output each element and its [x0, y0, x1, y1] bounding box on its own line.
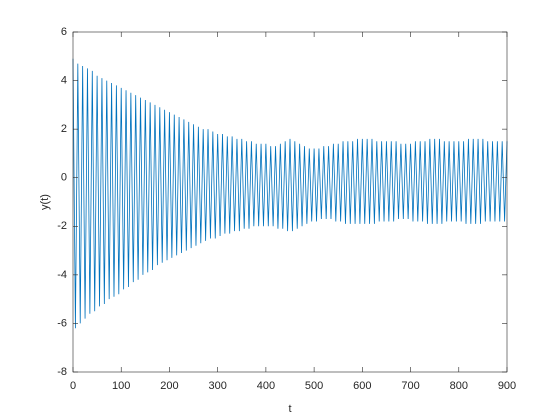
- x-tick-label: 700: [401, 380, 419, 392]
- y-tick-label: 0: [61, 172, 67, 184]
- y-tick-label: -4: [57, 269, 67, 281]
- x-tick-label: 100: [112, 380, 130, 392]
- y-axis-label: y(t): [39, 194, 51, 210]
- x-tick-label: 500: [305, 380, 323, 392]
- y-tick-label: 2: [61, 123, 67, 135]
- x-tick-label: 300: [208, 380, 226, 392]
- x-tick-label: 800: [450, 380, 468, 392]
- data-line: [72, 58, 508, 329]
- x-tick-label: 600: [353, 380, 371, 392]
- x-tick-label: 400: [257, 380, 275, 392]
- y-tick-label: 6: [61, 26, 67, 38]
- x-axis-label: t: [288, 403, 291, 415]
- y-tick-label: 4: [61, 74, 67, 86]
- plot-box: [72, 31, 508, 373]
- x-tick-label: 0: [70, 380, 76, 392]
- y-tick-label: -6: [57, 317, 67, 329]
- y-tick-label: -2: [57, 220, 67, 232]
- x-tick-label: 900: [498, 380, 516, 392]
- x-tick-label: 200: [160, 380, 178, 392]
- y-tick-label: -8: [57, 366, 67, 378]
